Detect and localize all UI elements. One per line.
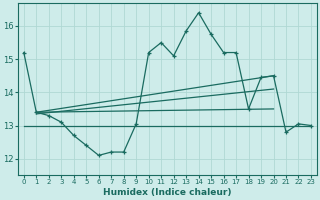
X-axis label: Humidex (Indice chaleur): Humidex (Indice chaleur) [103,188,232,197]
